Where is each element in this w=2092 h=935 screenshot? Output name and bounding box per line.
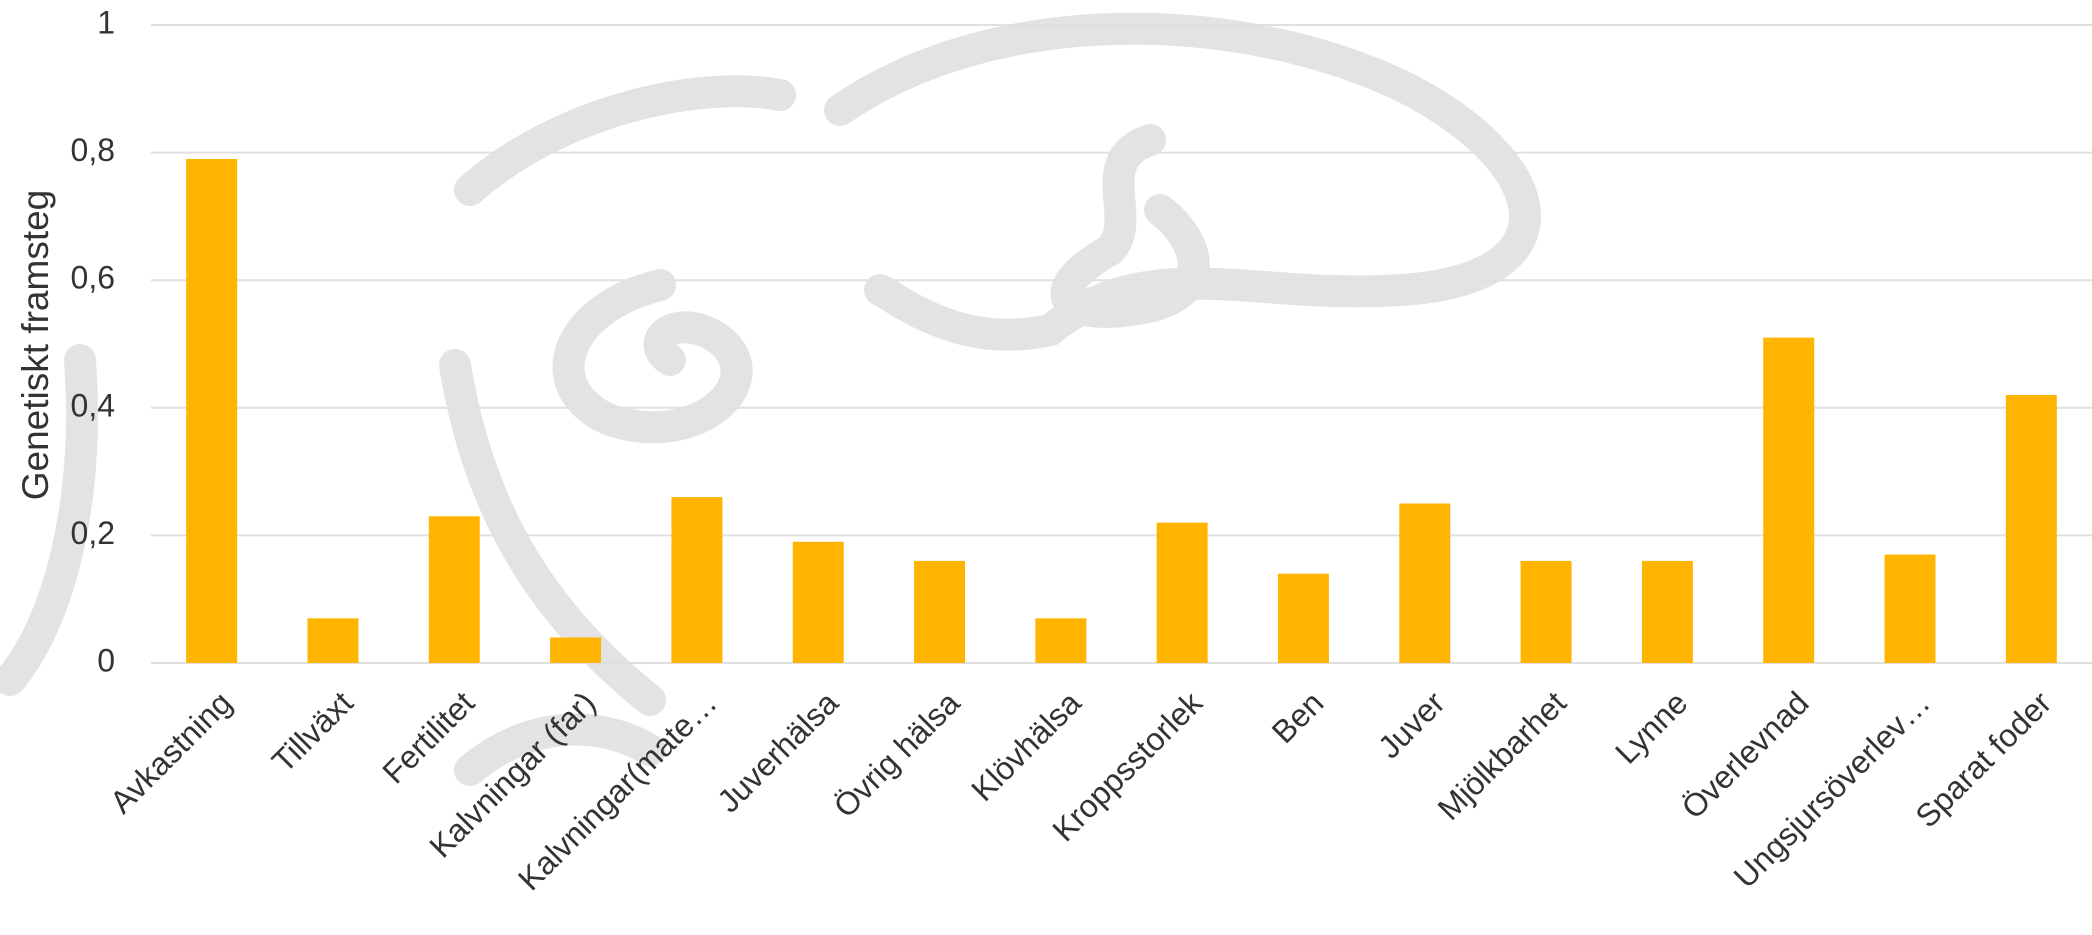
bar xyxy=(429,516,480,663)
y-tick-label: 0,2 xyxy=(71,515,115,551)
x-tick-label: Juver xyxy=(1371,684,1452,765)
bar xyxy=(1157,523,1208,663)
y-tick-label: 0,6 xyxy=(71,260,115,296)
x-tick-label: Tillväxt xyxy=(265,684,360,779)
bar xyxy=(1399,504,1450,664)
bar xyxy=(1763,338,1814,663)
chart: Genetiskt framsteg 0 0,2 0,4 0,6 0,8 1 Avkastn… xyxy=(0,0,2092,935)
x-tick-label: Lynne xyxy=(1608,684,1694,770)
y-tick-label: 0,4 xyxy=(71,387,115,423)
y-tick-label: 0 xyxy=(97,642,115,678)
bar xyxy=(550,637,601,663)
bar xyxy=(307,618,358,663)
x-tick-label: Mjölkbarhet xyxy=(1431,684,1573,826)
bar xyxy=(186,159,237,663)
x-tick-label: Kalvningar(mate… xyxy=(511,684,724,897)
x-tick-label: Avkastning xyxy=(103,684,239,820)
bar xyxy=(1885,555,1936,663)
x-tick-label: Ben xyxy=(1265,684,1331,750)
bar xyxy=(793,542,844,663)
y-tick-label: 1 xyxy=(97,4,115,40)
bar xyxy=(1642,561,1693,663)
x-tick-label: Juverhälsa xyxy=(710,684,845,819)
bar xyxy=(1521,561,1572,663)
bar xyxy=(2006,395,2057,663)
y-axis-title: Genetiskt framsteg xyxy=(15,190,56,501)
y-tick-label: 0,8 xyxy=(71,132,115,168)
bar xyxy=(1278,574,1329,663)
bar xyxy=(914,561,965,663)
x-tick-label: Övrig hälsa xyxy=(827,684,967,824)
x-tick-label: Klövhälsa xyxy=(964,684,1088,808)
bar xyxy=(1035,618,1086,663)
bar xyxy=(671,497,722,663)
